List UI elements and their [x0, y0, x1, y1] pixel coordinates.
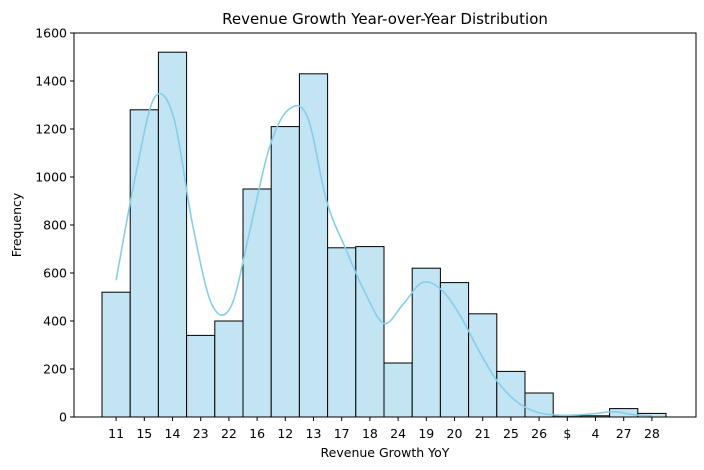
y-axis-label: Frequency	[9, 192, 24, 257]
y-axis: 0 200 400 600 800 1000 1200 1400 1600	[35, 26, 74, 425]
x-tick-label-12: 20	[447, 426, 463, 441]
x-tick-label-16: $	[563, 426, 571, 441]
bars	[101, 51, 667, 418]
x-tick-label-15: 26	[531, 426, 547, 441]
x-tick-label-19: 28	[644, 426, 660, 441]
x-tick-label-9: 18	[362, 426, 378, 441]
bar-21	[468, 313, 498, 418]
x-tick-label-7: 13	[306, 426, 322, 441]
bar-16	[242, 188, 272, 418]
bar-12	[270, 126, 300, 418]
x-tick-label-8: 17	[334, 426, 350, 441]
x-tick-label-2: 14	[165, 426, 181, 441]
bar-13	[298, 73, 329, 418]
x-tick-label-3: 23	[193, 426, 209, 441]
x-tick-label-18: 27	[616, 426, 632, 441]
x-tick-label-6: 12	[277, 426, 293, 441]
x-tick-label-0: 11	[108, 426, 124, 441]
y-tick-label-1600: 1600	[35, 26, 67, 41]
bar-11	[101, 291, 131, 418]
bar-20	[439, 282, 470, 418]
bar-22	[214, 320, 244, 418]
x-axis: 11 15 14 23 22 16 12 13 17 18 24 19 20 21 25 26 $4 27 28	[108, 417, 660, 441]
x-tick-label-13: 21	[475, 426, 491, 441]
bar-15	[129, 109, 159, 418]
y-tick-label-1000: 1000	[35, 170, 67, 185]
y-tick-label-400: 400	[43, 314, 67, 329]
y-tick-label-200: 200	[43, 362, 67, 377]
x-tick-label-5: 16	[249, 426, 265, 441]
x-tick-label-14: 25	[503, 426, 519, 441]
bar-25	[496, 370, 526, 418]
bar-23	[186, 334, 216, 418]
bar-17	[327, 247, 357, 418]
bar-18	[355, 246, 385, 418]
bar-24	[383, 362, 413, 418]
kde-curve	[115, 92, 652, 417]
x-tick-label-4: 22	[221, 426, 237, 441]
y-tick-label-1200: 1200	[35, 122, 67, 137]
bar-14	[157, 51, 188, 418]
x-tick-label-11: 19	[418, 426, 434, 441]
y-tick-label-600: 600	[43, 266, 67, 281]
x-tick-label-17: 4	[592, 426, 600, 441]
x-axis-label: Revenue Growth YoY	[321, 445, 450, 460]
y-tick-label-0: 0	[59, 410, 67, 425]
y-tick-label-1400: 1400	[35, 74, 67, 89]
chart-title: Revenue Growth Year-over-Year Distributi…	[222, 10, 548, 28]
x-tick-label-10: 24	[390, 426, 406, 441]
bar-19	[411, 267, 441, 418]
x-tick-label-1: 15	[136, 426, 152, 441]
y-tick-label-800: 800	[43, 218, 67, 233]
